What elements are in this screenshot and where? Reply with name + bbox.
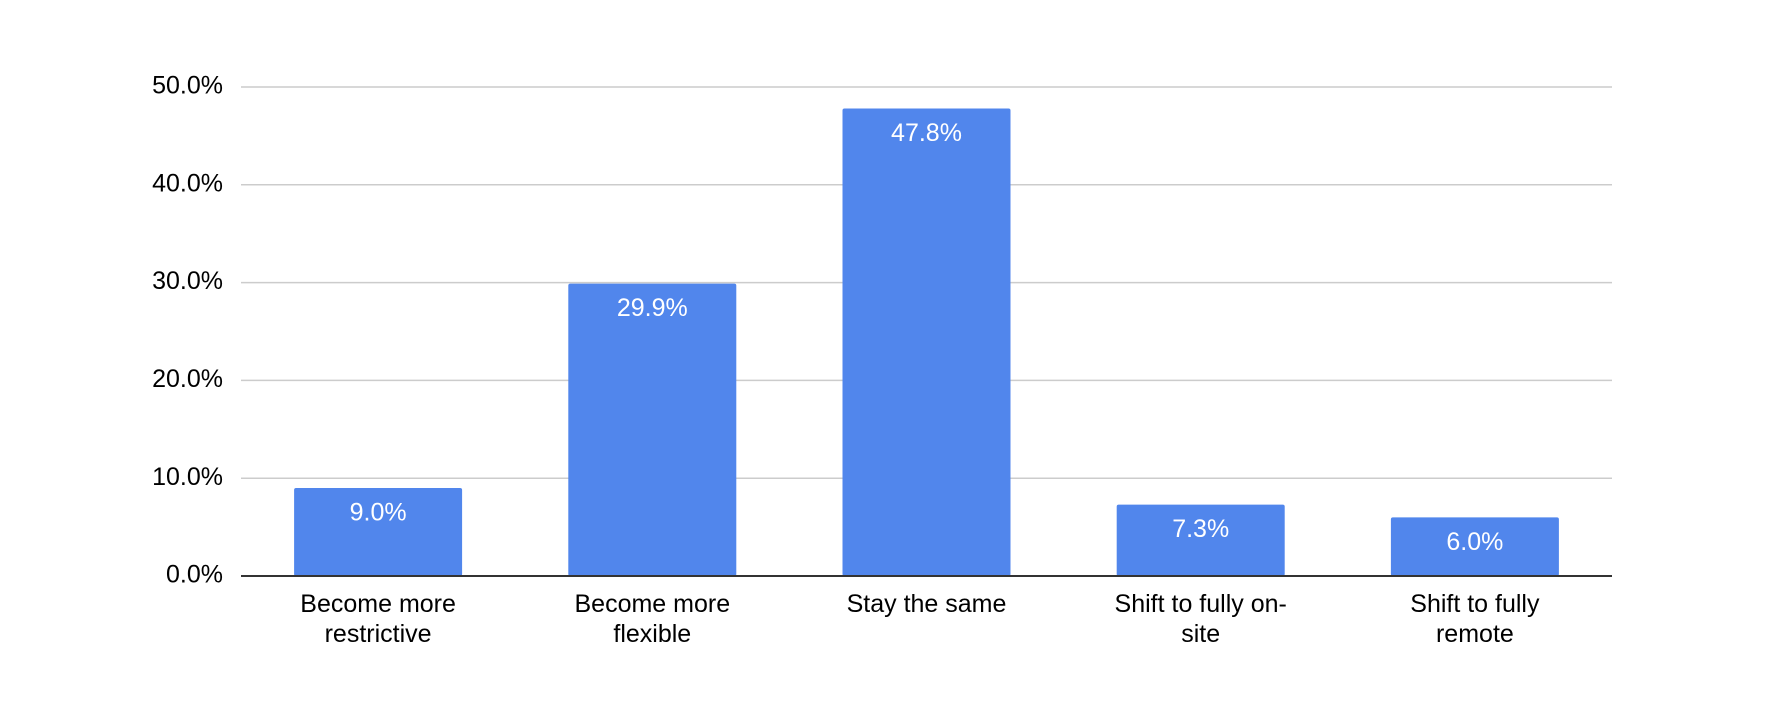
bar <box>568 283 737 576</box>
y-tick-label: 10.0% <box>152 463 223 491</box>
data-label: 47.8% <box>891 119 962 147</box>
y-tick-label: 30.0% <box>152 267 223 295</box>
y-tick-label: 50.0% <box>152 72 223 100</box>
x-tick-label: Become more flexible <box>574 590 731 648</box>
bar <box>294 487 463 576</box>
data-label: 6.0% <box>1446 528 1503 556</box>
x-tick-label: Become more restrictive <box>300 590 456 648</box>
data-label: 29.9% <box>617 294 688 322</box>
y-tick-label: 40.0% <box>152 169 223 197</box>
bar <box>842 108 1011 577</box>
data-label: 7.3% <box>1172 515 1229 543</box>
y-tick-label: 0.0% <box>166 561 223 589</box>
data-label: 9.0% <box>350 499 407 527</box>
bar <box>1116 504 1285 576</box>
y-tick-label: 20.0% <box>152 365 223 393</box>
x-tick-label: Shift to fully remote <box>1410 590 1540 648</box>
x-tick-label: Shift to fully on-site <box>1114 590 1287 648</box>
x-tick-label: Stay the same <box>846 590 1007 618</box>
bar <box>1390 517 1559 576</box>
